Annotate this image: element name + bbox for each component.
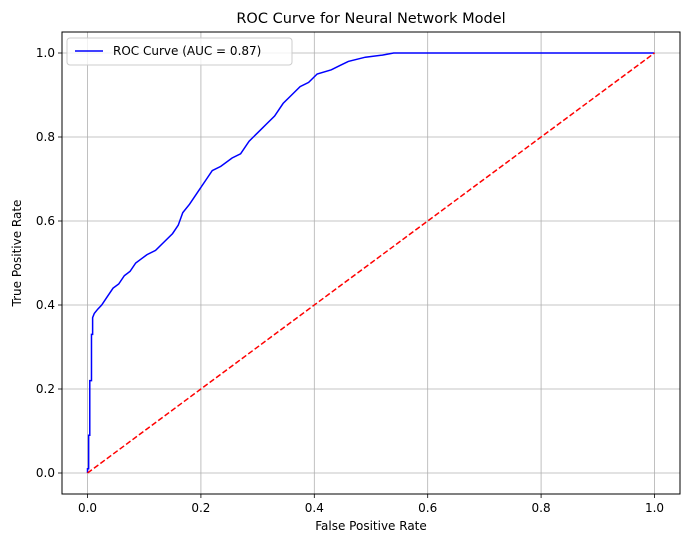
chance-diagonal-line (87, 52, 655, 474)
x-tick-label: 0.0 (78, 501, 97, 515)
y-axis-ticks: 0.0 0.2 0.4 0.6 0.8 1.0 (36, 46, 62, 480)
roc-curve-line (86, 52, 655, 473)
legend-entry-roc: ROC Curve (AUC = 0.87) (113, 44, 261, 58)
y-tick-label: 0.6 (36, 214, 55, 228)
x-tick-label: 0.2 (191, 501, 210, 515)
x-tick-label: 0.4 (305, 501, 324, 515)
chart-title: ROC Curve for Neural Network Model (236, 11, 505, 27)
x-axis-label: False Positive Rate (315, 519, 427, 533)
y-tick-label: 0.0 (36, 466, 55, 480)
x-tick-label: 1.0 (645, 501, 664, 515)
y-tick-label: 0.8 (36, 130, 55, 144)
y-tick-label: 0.2 (36, 382, 55, 396)
y-axis-label: True Positive Rate (10, 200, 24, 308)
x-tick-label: 0.6 (418, 501, 437, 515)
legend-box (66, 37, 293, 66)
x-axis-ticks: 0.0 0.2 0.4 0.6 0.8 1.0 (78, 494, 664, 515)
plot-area (86, 52, 655, 474)
plot-frame (61, 31, 681, 495)
y-tick-label: 0.4 (36, 298, 55, 312)
x-tick-label: 0.8 (532, 501, 551, 515)
y-tick-label: 1.0 (36, 46, 55, 60)
legend: ROC Curve (AUC = 0.87) (66, 37, 293, 66)
